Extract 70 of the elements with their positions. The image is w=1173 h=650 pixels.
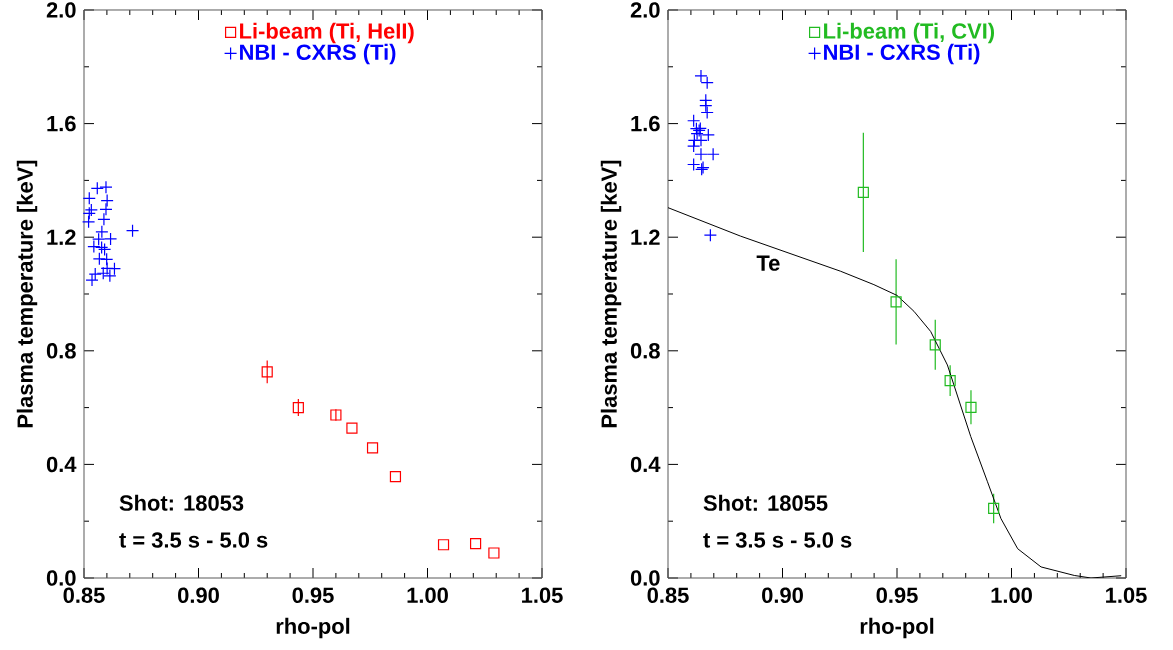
x-tick-label: 0.95 (292, 587, 334, 604)
point (703, 228, 717, 242)
point (125, 224, 140, 238)
point (88, 267, 102, 281)
point (699, 99, 713, 113)
y-tick-label: 0.4 (630, 456, 661, 473)
point (389, 471, 402, 483)
point (96, 266, 110, 280)
y-tick-label: 2.0 (46, 2, 76, 18)
point (890, 296, 902, 308)
point (988, 502, 1000, 515)
y-tick-label: 1.6 (631, 115, 660, 132)
x-tick-label: 0.85 (63, 587, 105, 604)
y-axis-title: Plasma temperature [keV] (600, 160, 622, 428)
point (929, 339, 941, 351)
x-tick-label: 1.05 (1106, 587, 1147, 604)
point (292, 402, 304, 414)
point (85, 273, 99, 287)
annotation: Shot: 18055 (703, 494, 828, 511)
y-tick-label: 1.2 (47, 229, 76, 245)
point (944, 375, 956, 387)
x-tick-label: 0.85 (647, 587, 689, 604)
point (965, 401, 977, 413)
point (857, 186, 869, 198)
y-axis-title: Plasma temperature [keV] (16, 160, 38, 428)
point (700, 105, 714, 120)
legend-label: Li-beam (Ti, HeII) (240, 22, 414, 44)
point (99, 180, 113, 194)
point (469, 538, 482, 550)
point (330, 409, 342, 421)
y-tick-label: 0.8 (46, 343, 76, 359)
x-tick-label: 1.05 (522, 587, 563, 604)
x-axis-title: rho-pol (276, 617, 350, 639)
x-tick-label: 0.95 (876, 587, 918, 604)
x-tick-label: 0.90 (178, 587, 219, 604)
legend-label: NBI - CXRS (Ti) (824, 43, 980, 65)
point (103, 269, 117, 283)
series-label: Te (756, 255, 780, 271)
y-tick-label: 1.6 (47, 115, 76, 132)
x-tick-label: 1.00 (407, 587, 448, 604)
point (92, 252, 106, 266)
annotation: Shot: 18053 (119, 494, 244, 511)
point (97, 212, 111, 226)
point (261, 366, 273, 378)
y-tick-label: 2.0 (630, 2, 660, 18)
annotation: t = 3.5 s - 5.0 s (119, 532, 268, 548)
x-axis-title: rho-pol (860, 617, 934, 639)
point (100, 193, 114, 208)
point (81, 215, 96, 229)
legend-label: NBI - CXRS (Ti) (240, 43, 396, 65)
point (82, 191, 96, 205)
point (706, 147, 720, 161)
y-tick-label: 0.0 (46, 570, 76, 586)
y-tick-label: 0.0 (630, 570, 660, 586)
point (99, 202, 113, 216)
point (87, 239, 101, 254)
point (107, 262, 122, 276)
x-tick-label: 0.90 (762, 587, 803, 604)
y-tick-label: 1.2 (631, 229, 660, 245)
point (488, 547, 500, 559)
y-tick-label: 0.4 (46, 456, 77, 473)
point (366, 442, 379, 454)
point (346, 422, 358, 434)
annotation: t = 3.5 s - 5.0 s (703, 532, 852, 548)
point (92, 232, 106, 246)
point (90, 181, 104, 195)
point (437, 539, 450, 551)
legend-label: Li-beam (Ti, CVI) (824, 22, 995, 44)
x-tick-label: 1.00 (991, 587, 1032, 604)
y-tick-label: 0.8 (630, 343, 660, 359)
